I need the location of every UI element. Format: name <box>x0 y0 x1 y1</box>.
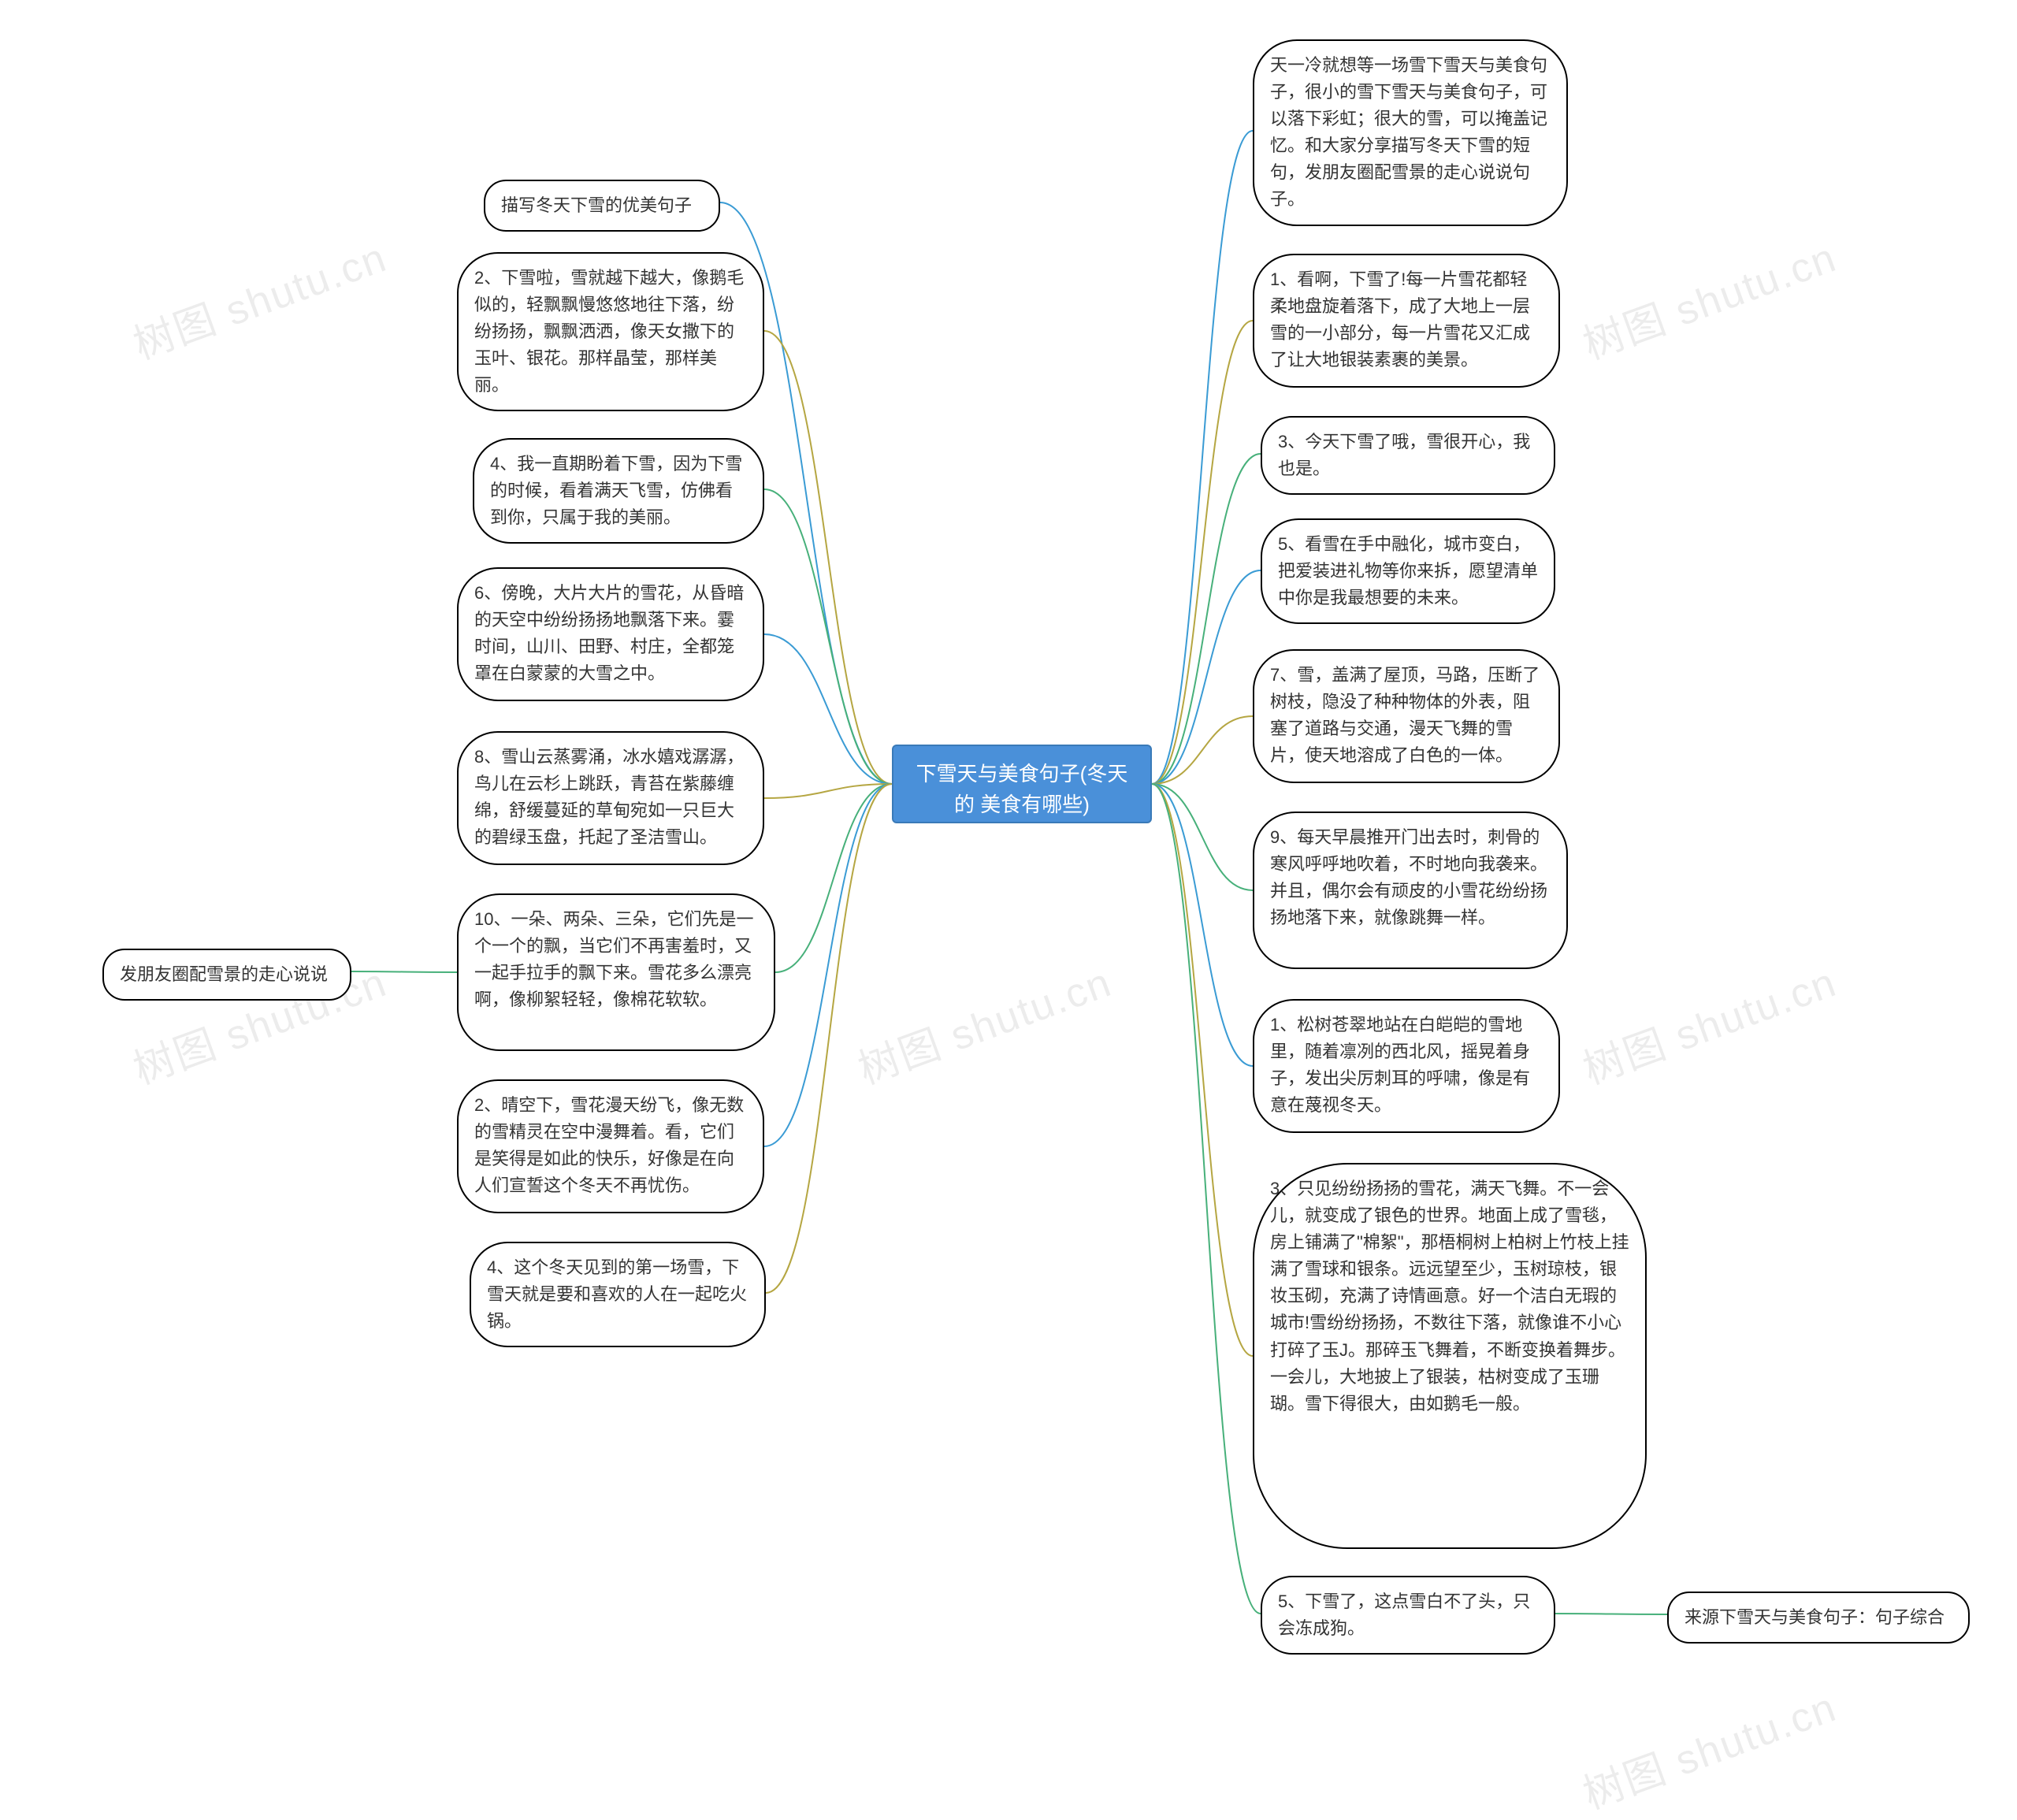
watermark: 树图 shutu.cn <box>124 225 393 371</box>
left-node-label: 描写冬天下雪的优美句子 <box>501 195 692 215</box>
right-node[interactable]: 1、松树苍翠地站在白皑皑的雪地里，随着凛冽的西北风，摇晃着身子，发出尖厉刺耳的呼… <box>1253 999 1560 1133</box>
left-node[interactable]: 描写冬天下雪的优美句子 <box>484 180 720 232</box>
left-node[interactable]: 2、晴空下，雪花漫天纷飞，像无数的雪精灵在空中漫舞着。看，它们是笑得是如此的快乐… <box>457 1079 764 1213</box>
right-node-label: 1、松树苍翠地站在白皑皑的雪地里，随着凛冽的西北风，摇晃着身子，发出尖厉刺耳的呼… <box>1270 1015 1530 1115</box>
watermark: 树图 shutu.cn <box>1573 1674 1843 1820</box>
right-leaf-label: 来源下雪天与美食句子：句子综合 <box>1685 1607 1945 1627</box>
right-node[interactable]: 3、今天下雪了哦，雪很开心，我也是。 <box>1261 416 1555 495</box>
center-label: 下雪天与美食句子(冬天的 美食有哪些) <box>916 762 1128 816</box>
right-node[interactable]: 天一冷就想等一场雪下雪天与美食句子，很小的雪下雪天与美食句子，可以落下彩虹；很大… <box>1253 39 1568 226</box>
mindmap-canvas: 树图 shutu.cn 树图 shutu.cn 树图 shutu.cn 树图 shut… <box>0 0 2017 1792</box>
right-node-label: 1、看啊，下雪了!每一片雪花都轻柔地盘旋着落下，成了大地上一层雪的一小部分，每一… <box>1270 269 1530 370</box>
left-node-label: 2、下雪啦，雪就越下越大，像鹅毛似的，轻飘飘慢悠悠地往下落，纷纷扬扬，飘飘洒洒，… <box>474 268 744 395</box>
left-node[interactable]: 8、雪山云蒸雾涌，冰水嬉戏潺潺，鸟儿在云杉上跳跃，青苔在紫藤缠绵，舒缓蔓延的草甸… <box>457 731 764 865</box>
right-node[interactable]: 7、雪，盖满了屋顶，马路，压断了树枝，隐没了种种物体的外表，阻塞了道路与交通，漫… <box>1253 649 1560 783</box>
right-node[interactable]: 5、看雪在手中融化，城市变白，把爱装进礼物等你来拆，愿望清单中你是我最想要的未来… <box>1261 518 1555 624</box>
right-node-label: 5、看雪在手中融化，城市变白，把爱装进礼物等你来拆，愿望清单中你是我最想要的未来… <box>1278 534 1538 607</box>
right-node-label: 3、今天下雪了哦，雪很开心，我也是。 <box>1278 432 1530 478</box>
left-node[interactable]: 4、这个冬天见到的第一场雪，下雪天就是要和喜欢的人在一起吃火锅。 <box>470 1242 766 1347</box>
right-node-label: 5、下雪了，这点雪白不了头，只会冻成狗。 <box>1278 1592 1530 1638</box>
left-leaf-label: 发朋友圈配雪景的走心说说 <box>120 964 328 984</box>
left-node-label: 8、雪山云蒸雾涌，冰水嬉戏潺潺，鸟儿在云杉上跳跃，青苔在紫藤缠绵，舒缓蔓延的草甸… <box>474 747 744 847</box>
left-node-label: 4、我一直期盼着下雪，因为下雪的时候，看着满天飞雪，仿佛看到你，只属于我的美丽。 <box>490 454 742 527</box>
left-node[interactable]: 2、下雪啦，雪就越下越大，像鹅毛似的，轻飘飘慢悠悠地往下落，纷纷扬扬，飘飘洒洒，… <box>457 252 764 411</box>
connector-layer <box>0 0 2017 1792</box>
watermark: 树图 shutu.cn <box>1573 225 1843 371</box>
watermark: 树图 shutu.cn <box>849 949 1118 1096</box>
right-node-label: 9、每天早晨推开门出去时，刺骨的寒风呼呼地吹着，不时地向我袭来。并且，偶尔会有顽… <box>1270 827 1547 927</box>
left-node[interactable]: 4、我一直期盼着下雪，因为下雪的时候，看着满天飞雪，仿佛看到你，只属于我的美丽。 <box>473 438 764 544</box>
left-leaf[interactable]: 发朋友圈配雪景的走心说说 <box>102 949 351 1001</box>
right-node-label: 7、雪，盖满了屋顶，马路，压断了树枝，隐没了种种物体的外表，阻塞了道路与交通，漫… <box>1270 665 1540 765</box>
left-node[interactable]: 6、傍晚，大片大片的雪花，从昏暗的天空中纷纷扬扬地飘落下来。霎时间，山川、田野、… <box>457 567 764 701</box>
watermark: 树图 shutu.cn <box>1573 949 1843 1096</box>
right-node[interactable]: 1、看啊，下雪了!每一片雪花都轻柔地盘旋着落下，成了大地上一层雪的一小部分，每一… <box>1253 254 1560 388</box>
left-node-label: 2、晴空下，雪花漫天纷飞，像无数的雪精灵在空中漫舞着。看，它们是笑得是如此的快乐… <box>474 1095 744 1195</box>
right-leaf[interactable]: 来源下雪天与美食句子：句子综合 <box>1667 1592 1970 1644</box>
left-node-label: 10、一朵、两朵、三朵，它们先是一个一个的飘，当它们不再害羞时，又一起手拉手的飘… <box>474 909 753 1009</box>
right-node[interactable]: 3、只见纷纷扬扬的雪花，满天飞舞。不一会儿，就变成了银色的世界。地面上成了雪毯，… <box>1253 1163 1647 1549</box>
right-node[interactable]: 9、每天早晨推开门出去时，刺骨的寒风呼呼地吹着，不时地向我袭来。并且，偶尔会有顽… <box>1253 812 1568 969</box>
right-node-label: 3、只见纷纷扬扬的雪花，满天飞舞。不一会儿，就变成了银色的世界。地面上成了雪毯，… <box>1270 1179 1629 1413</box>
left-node-label: 4、这个冬天见到的第一场雪，下雪天就是要和喜欢的人在一起吃火锅。 <box>487 1257 747 1331</box>
center-node[interactable]: 下雪天与美食句子(冬天的 美食有哪些) <box>892 745 1152 823</box>
left-node-label: 6、傍晚，大片大片的雪花，从昏暗的天空中纷纷扬扬地飘落下来。霎时间，山川、田野、… <box>474 583 744 683</box>
right-node-label: 天一冷就想等一场雪下雪天与美食句子，很小的雪下雪天与美食句子，可以落下彩虹；很大… <box>1270 55 1547 209</box>
right-node[interactable]: 5、下雪了，这点雪白不了头，只会冻成狗。 <box>1261 1576 1555 1655</box>
left-node[interactable]: 10、一朵、两朵、三朵，它们先是一个一个的飘，当它们不再害羞时，又一起手拉手的飘… <box>457 893 775 1051</box>
